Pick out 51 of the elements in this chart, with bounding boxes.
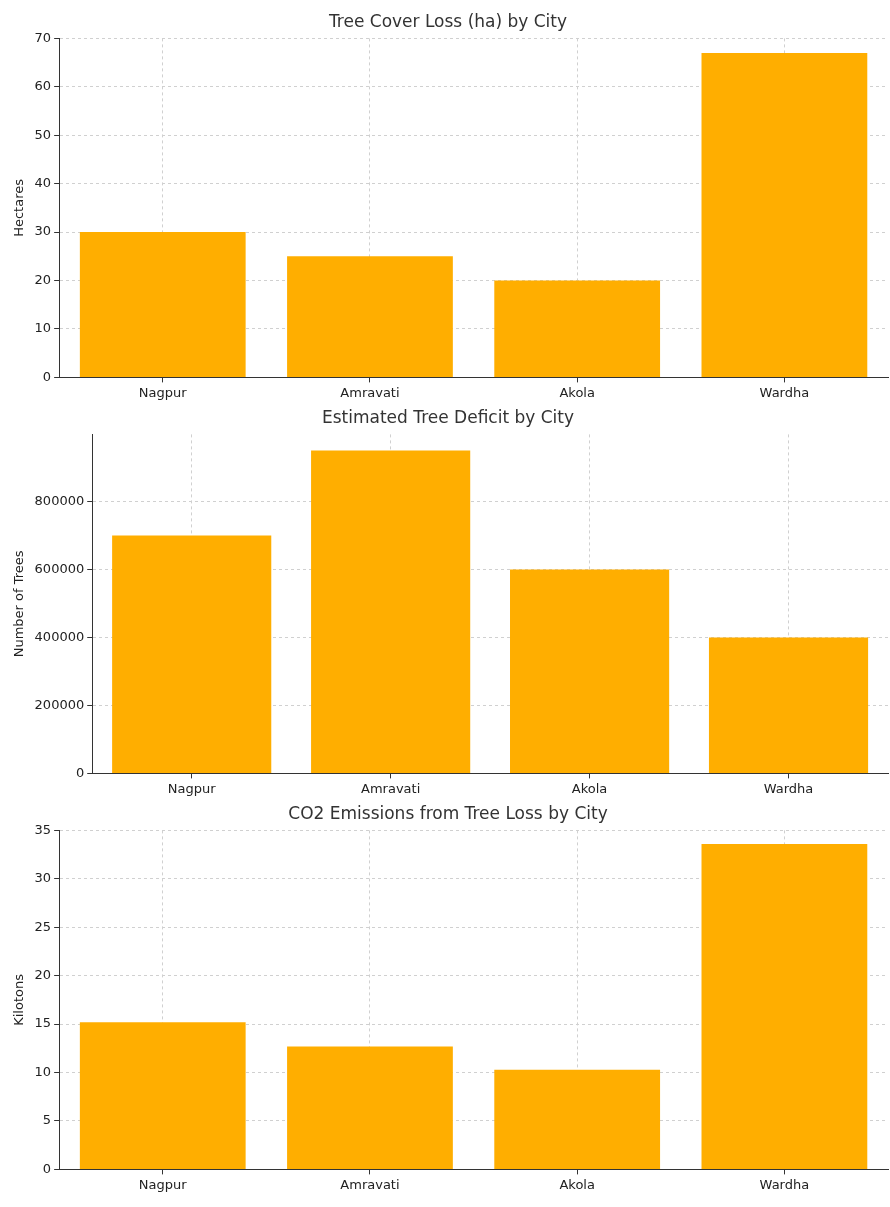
x-tick-label: Nagpur — [167, 780, 217, 796]
y-tick-label: 15 — [34, 1015, 52, 1031]
bar — [708, 637, 869, 773]
y-tick-label: 600000 — [34, 560, 85, 576]
y-axis-title: Hectares — [11, 178, 27, 237]
chart-title: CO2 Emissions from Tree Loss by City — [288, 802, 608, 823]
bar — [701, 52, 868, 377]
y-tick-label: 25 — [34, 918, 52, 934]
y-tick-label: 35 — [34, 821, 52, 837]
y-tick-label: 0 — [42, 1160, 52, 1176]
y-tick-label: 30 — [34, 223, 52, 239]
x-tick-label: Akola — [559, 384, 595, 400]
y-axis-title: Kilotons — [11, 973, 27, 1026]
bar — [79, 1022, 246, 1169]
y-axis-title: Number of Trees — [11, 550, 27, 658]
bar — [79, 232, 246, 377]
bar — [494, 1069, 661, 1169]
bar — [494, 280, 661, 377]
y-tick-label: 30 — [34, 870, 52, 886]
y-tick-label: 10 — [34, 320, 52, 336]
chart-title: Tree Cover Loss (ha) by City — [327, 10, 568, 31]
y-tick-label: 10 — [34, 1063, 52, 1079]
y-tick-label: 5 — [42, 1112, 52, 1128]
chart-title: Estimated Tree Deficit by City — [321, 406, 575, 427]
x-tick-label: Akola — [559, 1176, 595, 1192]
x-tick-label: Wardha — [759, 384, 810, 400]
y-tick-label: 40 — [34, 175, 52, 191]
y-tick-label: 0 — [75, 764, 85, 780]
bar — [510, 569, 670, 773]
x-tick-label: Wardha — [763, 780, 814, 796]
y-tick-label: 60 — [34, 78, 52, 94]
y-tick-label: 20 — [34, 271, 52, 287]
bar — [311, 450, 471, 773]
x-tick-label: Nagpur — [138, 384, 188, 400]
bar — [287, 1046, 453, 1169]
y-tick-label: 50 — [34, 126, 52, 142]
x-tick-label: Nagpur — [138, 1176, 188, 1192]
x-tick-label: Amravati — [340, 384, 400, 400]
x-tick-label: Amravati — [340, 1176, 400, 1192]
bar — [701, 843, 868, 1169]
bar — [112, 535, 272, 773]
x-tick-label: Amravati — [361, 780, 421, 796]
y-tick-label: 0 — [42, 368, 52, 384]
y-tick-label: 20 — [34, 967, 52, 983]
y-tick-label: 200000 — [34, 696, 85, 712]
y-tick-label: 800000 — [34, 492, 85, 508]
x-tick-label: Wardha — [759, 1176, 810, 1192]
bar — [287, 256, 453, 377]
x-tick-label: Akola — [571, 780, 608, 796]
y-tick-label: 400000 — [34, 628, 85, 644]
y-tick-label: 70 — [34, 29, 52, 45]
